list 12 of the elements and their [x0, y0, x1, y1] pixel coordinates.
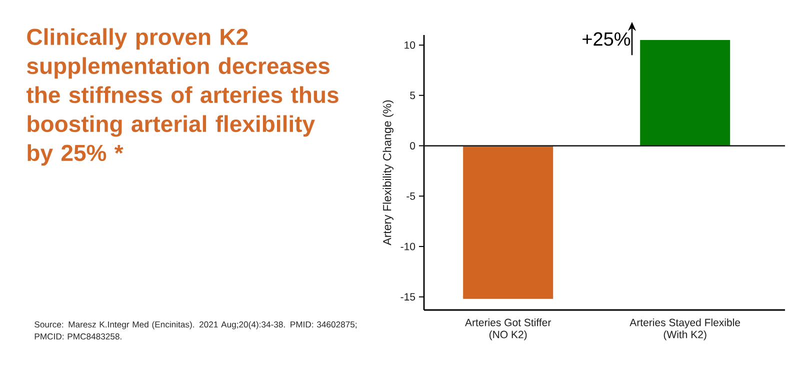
- y-tick-label: 0: [410, 142, 416, 150]
- y-axis-title: Artery Flexibility Change (%): [382, 100, 394, 246]
- y-tick-label: 5: [410, 92, 416, 100]
- y-tick-label: -15: [400, 293, 416, 301]
- y-tick-label: -5: [406, 192, 416, 200]
- source-note: Source: Maresz K.Integr Med (Encinitas). 2021 Aug;20(4):34-38. PMID: 34602875; PMCID: PMC8483258.: [34, 321, 357, 340]
- y-tick-label: 10: [404, 41, 416, 49]
- text: Clinically proven K2 supplementation decreases the stiffness of arteries thus boosting arterial flexibility by 25% *: [26, 28, 338, 166]
- x-tick-label: Arteries Got Stiffer (NO K2): [465, 318, 551, 340]
- x-tick-label: Arteries Stayed Flexible (With K2): [630, 318, 740, 340]
- y-tick-label: -10: [400, 242, 416, 250]
- annotation: +25%: [582, 32, 630, 46]
